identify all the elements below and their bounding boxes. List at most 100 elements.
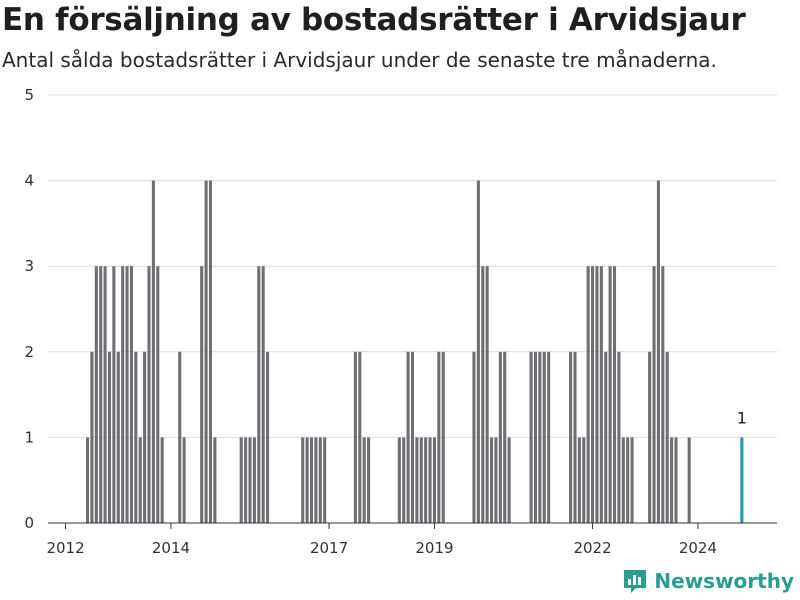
bar xyxy=(485,266,489,523)
bar xyxy=(143,351,147,523)
bar xyxy=(428,437,432,523)
bar xyxy=(608,266,612,523)
bar xyxy=(121,266,125,523)
bar xyxy=(441,351,445,523)
y-tick-label: 3 xyxy=(24,257,34,275)
bar xyxy=(367,437,371,523)
bar xyxy=(648,351,652,523)
bar xyxy=(239,437,243,523)
x-tick-label: 2022 xyxy=(573,539,611,557)
bar xyxy=(266,351,270,523)
bar xyxy=(674,437,678,523)
bar xyxy=(252,437,256,523)
bar xyxy=(415,437,419,523)
bar xyxy=(94,266,98,523)
bar-latest xyxy=(740,437,744,523)
newsworthy-logo-icon xyxy=(624,570,647,593)
bar xyxy=(204,180,208,523)
bar xyxy=(261,266,265,523)
bar xyxy=(397,437,401,523)
bar xyxy=(670,437,674,523)
bar xyxy=(99,266,103,523)
bar xyxy=(244,437,248,523)
bar xyxy=(156,266,160,523)
y-tick-label: 0 xyxy=(24,514,34,532)
y-tick-label: 1 xyxy=(24,428,34,446)
bar xyxy=(424,437,428,523)
bar xyxy=(437,351,441,523)
bar xyxy=(547,351,551,523)
bar xyxy=(604,351,608,523)
x-tick-label: 2012 xyxy=(46,539,84,557)
bar xyxy=(612,266,617,523)
x-tick-label: 2024 xyxy=(679,539,717,557)
bar xyxy=(323,437,327,523)
bar xyxy=(112,266,116,523)
bar xyxy=(200,266,204,523)
bar xyxy=(599,266,603,523)
bar xyxy=(687,437,691,523)
bar xyxy=(138,437,142,523)
bar xyxy=(538,351,542,523)
bar xyxy=(586,266,590,523)
x-tick-label: 2019 xyxy=(415,539,453,557)
bar xyxy=(314,437,318,523)
bar xyxy=(665,351,669,523)
bar xyxy=(208,180,213,523)
bar xyxy=(542,351,546,523)
bar xyxy=(160,437,164,523)
bar xyxy=(569,351,573,523)
bar xyxy=(595,266,599,523)
data-labels: 1 xyxy=(737,408,747,427)
bar xyxy=(652,266,656,523)
bar xyxy=(362,437,366,523)
bar xyxy=(406,351,410,523)
chart-title: En försäljning av bostadsrätter i Arvids… xyxy=(2,2,746,38)
bar xyxy=(257,266,261,523)
bar xyxy=(582,437,586,523)
brand-logo: Newsworthy xyxy=(622,568,794,594)
bar xyxy=(410,351,415,523)
brand-name: Newsworthy xyxy=(654,569,794,593)
bar xyxy=(134,351,138,523)
bar xyxy=(591,266,595,523)
bar xyxy=(533,351,538,523)
bar xyxy=(617,351,621,523)
bar xyxy=(305,437,309,523)
data-label: 1 xyxy=(737,408,747,427)
bar xyxy=(147,266,151,523)
y-tick-label: 2 xyxy=(24,343,34,361)
bar xyxy=(358,351,362,523)
bar xyxy=(107,351,112,523)
x-tick-label: 2014 xyxy=(152,539,190,557)
bar xyxy=(476,180,480,523)
chart-subtitle: Antal sålda bostadsrätter i Arvidsjaur u… xyxy=(2,48,717,72)
bar xyxy=(494,437,498,523)
bar xyxy=(661,266,665,523)
y-tick-label: 4 xyxy=(24,172,34,190)
bar xyxy=(503,351,507,523)
bar xyxy=(353,351,357,523)
bar xyxy=(630,437,634,523)
y-axis-ticks: 0 1 2 3 4 5 xyxy=(24,86,34,532)
x-tick-label: 2017 xyxy=(310,539,348,557)
bar xyxy=(178,351,182,523)
bar xyxy=(402,437,406,523)
bar xyxy=(621,437,625,523)
bar xyxy=(125,266,129,523)
bar xyxy=(529,351,533,523)
bar xyxy=(90,351,94,523)
bar xyxy=(481,266,485,523)
bar xyxy=(507,437,511,523)
bar xyxy=(103,266,107,523)
bar xyxy=(182,437,186,523)
bar xyxy=(656,180,660,523)
bar xyxy=(85,437,90,523)
bar xyxy=(309,437,314,523)
bar xyxy=(318,437,322,523)
bar xyxy=(498,351,502,523)
bars xyxy=(85,180,744,523)
bar xyxy=(248,437,252,523)
bar xyxy=(116,351,120,523)
